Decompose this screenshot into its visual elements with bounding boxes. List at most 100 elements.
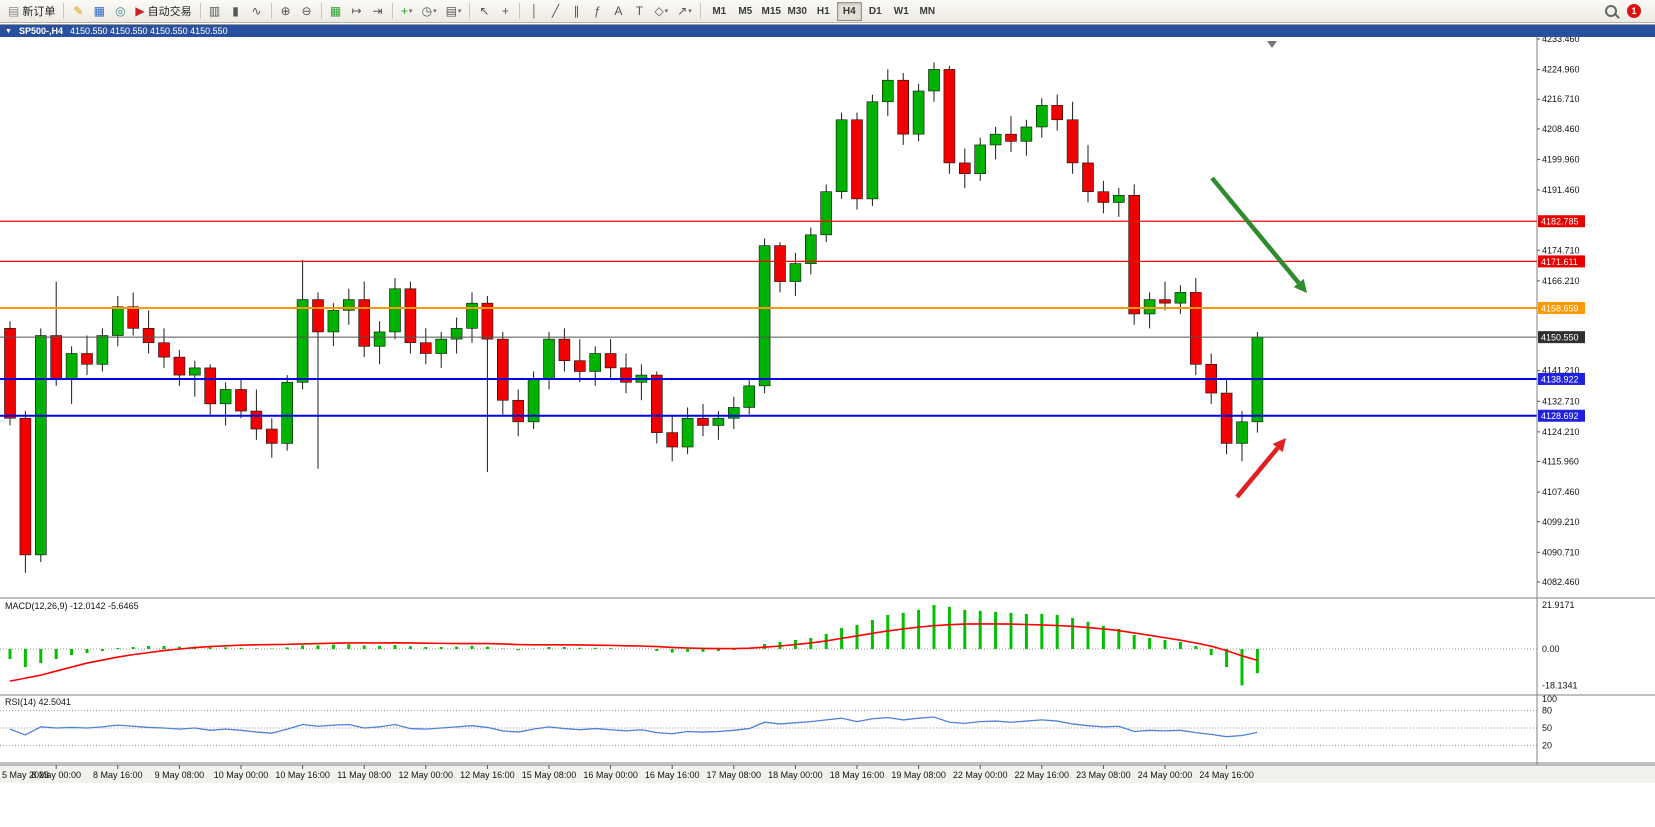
timeframe-m5-button[interactable]: M5 [738,5,753,17]
autotrading-button[interactable]: ▶ 自动交易 [131,2,195,21]
candle-body-down [4,328,16,419]
timeframe-h4-button[interactable]: H4 [836,1,862,21]
trend-arrow-line[interactable] [1235,446,1280,499]
tile-windows-button[interactable]: ▦ [326,2,346,21]
candle-body-up [435,338,448,354]
price-axis-label: 4132.710 [1542,396,1580,406]
shapes-button[interactable]: ◇ ▾ [650,2,672,21]
arrow-tools-button[interactable]: ↗ ▾ [673,2,696,21]
fibonacci-button[interactable]: ƒ [587,2,607,21]
candle-body-down [512,399,525,423]
price-badge-label: 4171.611 [1541,257,1578,267]
line-chart-button[interactable]: ∿ [247,2,267,21]
candlestick-chart-icon: ▮ [232,4,239,18]
price-axis-label: 4208.460 [1542,124,1580,134]
candle-body-up [1036,105,1048,128]
timeframe-toolbar: M1 M5 M15 M30 H1 H4 D1 W1 MN [707,1,940,21]
timeframe-m30-button[interactable]: M30 [787,5,807,17]
equidistant-channel-button[interactable]: ∥ [566,2,586,21]
rsi-axis-label: 100 [1542,694,1557,704]
time-axis-label: 8 May 00:00 [31,770,81,780]
timeframe-h1-button[interactable]: H1 [816,5,830,17]
search-icon[interactable] [1605,5,1617,17]
time-axis-label: 9 May 08:00 [155,770,205,780]
toolbar-separator [699,3,701,19]
time-axis-label: 16 May 00:00 [583,770,638,780]
candle-body-up [912,90,925,135]
navigator-button[interactable]: ◎ [110,2,130,21]
new-order-button[interactable]: ▤ 新订单 [4,2,59,21]
candlestick-chart-button[interactable]: ▮ [226,2,246,21]
time-axis-label: 18 May 00:00 [768,770,823,780]
candle-body-down [358,299,371,347]
crosshair-button[interactable]: + [495,2,515,21]
price-axis-label: 4082.460 [1542,577,1580,587]
candle-body-down [235,389,247,412]
price-badge-label: 4150.550 [1541,333,1579,343]
indicators-button[interactable]: + ▾ [397,2,417,21]
price-axis-label: 4166.210 [1542,276,1580,286]
price-axis-label: 4099.210 [1542,517,1580,527]
price-badge [1538,409,1585,422]
time-axis-strip[interactable] [0,765,1655,783]
trend-arrow-head[interactable] [1293,278,1307,293]
price-axis-label: 4090.710 [1542,547,1580,557]
zoom-out-button[interactable]: ⊖ [297,2,317,21]
autotrading-icon: ▶ [135,4,145,18]
macd-axis-label: -18.1341 [1542,680,1578,690]
candle-body-down [1128,194,1140,315]
candle-body-down [265,428,278,444]
price-axis-label: 4174.710 [1542,245,1580,255]
trend-arrow-line[interactable] [1210,176,1301,285]
chart-canvas[interactable]: 4233.460 4224.960 4216.710 4208.460 4199.960… [0,25,1655,783]
arrow-tools-icon: ↗ [677,4,688,18]
window-menu-icon[interactable]: ▼ [5,27,12,35]
candle-body-down [897,79,910,135]
time-axis-label: 12 May 16:00 [460,770,515,780]
price-badge-label: 4182.785 [1541,217,1579,227]
chart-shift-button[interactable]: ⇥ [368,2,388,21]
candle-body-down [650,374,663,433]
periods-button[interactable]: ◷ ▾ [418,2,441,21]
market-watch-button[interactable]: ▦ [89,2,109,21]
templates-button[interactable]: ▤ ▾ [442,2,466,21]
candle-body-up [866,101,879,200]
timeframe-m15-button[interactable]: M15 [761,5,781,17]
toolbar-separator [469,3,471,19]
text-label-button[interactable]: T [629,2,649,21]
auto-scroll-button[interactable]: ↦ [347,2,367,21]
metaeditor-button[interactable]: ✎ [68,2,88,21]
timeframe-m1-button[interactable]: M1 [712,5,727,17]
price-axis-label: 4199.960 [1542,154,1580,164]
vertical-line-button[interactable]: │ [524,2,544,21]
time-axis-label: 11 May 08:00 [337,770,391,780]
candle-body-up [543,338,555,379]
cursor-button[interactable]: ↖ [474,2,494,21]
rsi-indicator-label: RSI(14) 42.5041 [5,697,72,707]
zoom-out-icon: ⊖ [301,4,312,18]
candle-body-down [697,417,709,426]
notification-badge[interactable]: 1 [1627,4,1641,18]
dropdown-arrow-icon: ▾ [688,8,692,15]
zoom-in-icon: ⊕ [280,4,291,18]
price-axis-label: 4141.210 [1542,366,1580,376]
timeframe-w1-button[interactable]: W1 [893,5,909,17]
timeframe-d1-button[interactable]: D1 [868,5,882,17]
text-label-icon: T [635,4,644,18]
trendline-button[interactable]: ╱ [545,2,565,21]
candle-body-down [1005,133,1017,142]
timeframe-mn-button[interactable]: MN [919,5,936,17]
bar-chart-button[interactable]: ▥ [205,2,225,21]
text-button[interactable]: A [608,2,628,21]
candle-body-up [974,144,987,175]
time-axis-label: 22 May 16:00 [1015,770,1070,780]
trend-arrow-head[interactable] [1272,438,1286,453]
zoom-in-button[interactable]: ⊕ [276,2,296,21]
rsi-axis-label: 80 [1542,706,1552,716]
price-badge [1538,255,1585,268]
candle-body-up [296,299,309,383]
chart-shift-icon: ⇥ [372,4,383,18]
toolbar-right-tools: 1 [1605,4,1651,18]
candle-body-up [1143,299,1156,315]
candle-body-up [373,331,386,347]
